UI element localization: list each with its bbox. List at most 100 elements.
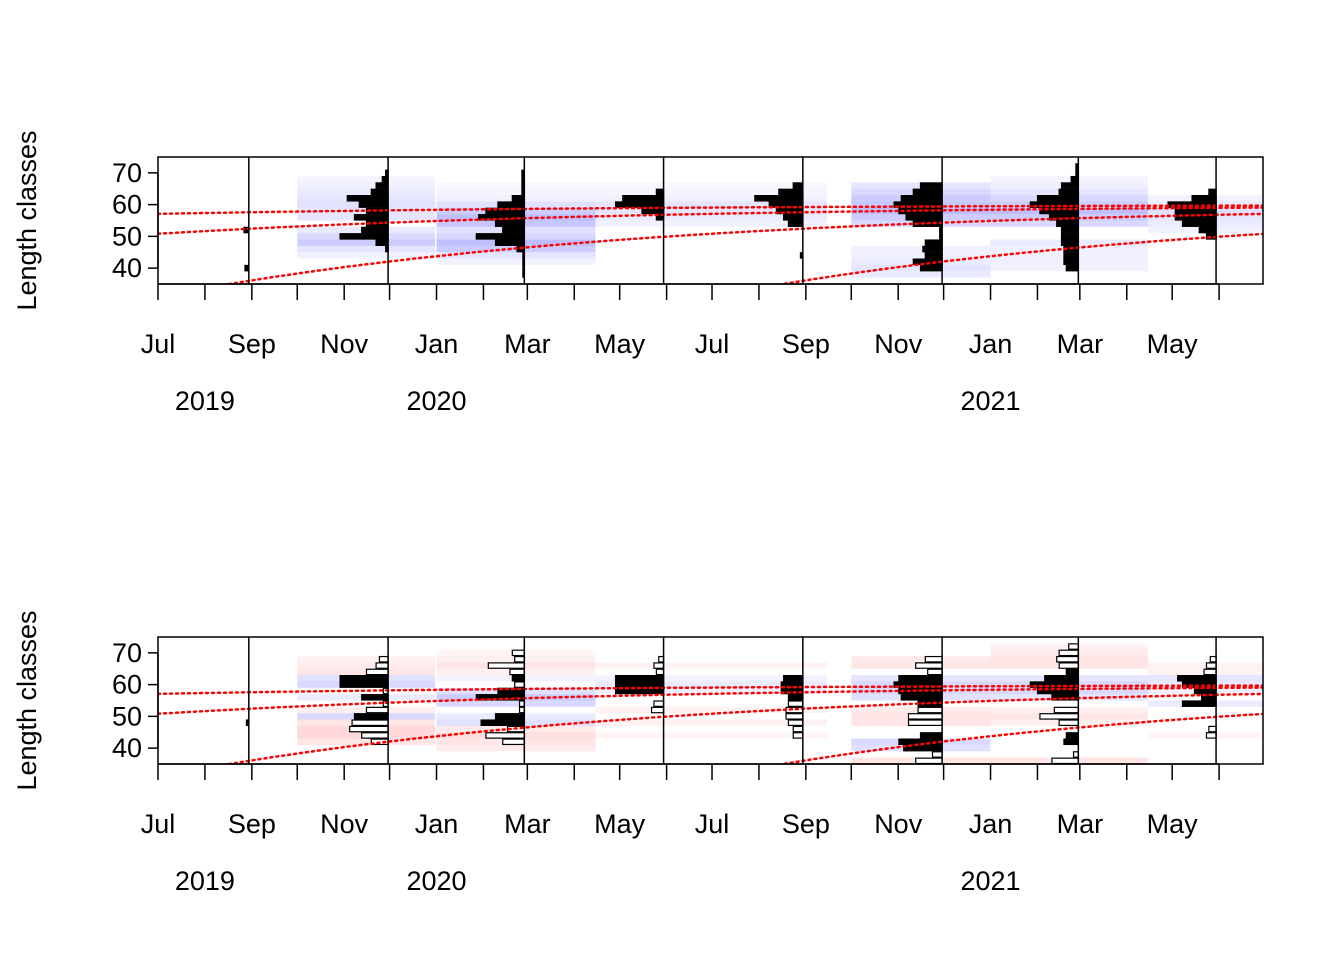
histogram-bar [1065,732,1079,739]
histogram-bar [353,713,389,720]
histogram-bar [614,201,665,208]
histogram-bar [375,662,389,669]
histogram-bar [511,649,525,657]
shade-cell [436,744,596,752]
x-year-label: 2019 [175,386,235,416]
shade-cell [595,732,828,739]
histogram-bar [358,201,389,208]
histogram-bar [1065,264,1079,272]
histogram-bar [494,713,525,720]
histogram-bar [378,655,389,663]
shade-cell [297,188,436,196]
histogram-bar [361,226,389,234]
histogram-bar [1056,220,1079,227]
y-tick-label: 70 [112,638,142,668]
histogram-bar [514,655,525,663]
x-month-label: May [1147,329,1199,359]
histogram-bar [365,668,389,676]
histogram-bar [375,182,389,189]
histogram-bar [1209,655,1217,663]
histogram-bar [1205,732,1217,739]
shade-cell [595,201,828,208]
y-axis-title: Length classes [12,610,42,790]
histogram-bar [1205,662,1217,669]
histogram-bar [653,700,665,707]
histogram-bar [787,719,804,726]
histogram-bar [907,719,943,726]
histogram-bar [900,694,943,701]
x-month-label: Jan [415,809,459,839]
histogram-bar [1198,226,1217,234]
histogram-bar [487,662,525,669]
shade-cell [436,700,596,707]
histogram-bar [494,220,525,227]
x-month-label: Sep [228,809,276,839]
x-month-label: May [594,809,646,839]
histogram-bar [614,674,665,682]
x-month-label: Sep [782,329,830,359]
shade-cell [595,188,828,196]
histogram-bar [475,233,525,240]
shade-cell [1147,732,1263,739]
histogram-bar [339,681,389,688]
histogram-bar [1065,668,1079,676]
histogram-bar [1036,195,1079,202]
histogram-bar [924,655,943,663]
histogram-bar [1181,220,1217,227]
x-month-label: Nov [320,329,369,359]
histogram-bar [480,719,525,726]
shade-cell [297,738,436,745]
histogram-bar [485,732,525,739]
shade-cell [297,662,436,669]
histogram-bar [919,264,943,272]
x-month-label: Nov [874,329,923,359]
histogram-bar [1058,719,1079,726]
y-tick-label: 40 [112,733,142,763]
shade-cell [595,687,828,695]
histogram-bar [785,706,804,714]
shade-cell [595,681,828,688]
histogram-bar [1063,258,1079,266]
x-month-label: Jan [969,329,1013,359]
histogram-bar [502,226,525,234]
histogram-bar [1044,674,1079,682]
histogram-bar [927,668,943,676]
shade-cell [851,656,991,663]
histogram-bar [785,713,804,720]
shade-cell [851,245,991,253]
shade-cell [297,182,436,189]
histogram-bar [792,732,804,739]
x-month-label: Mar [1057,329,1104,359]
histogram-bar [912,188,943,196]
histogram-bar [614,681,665,688]
histogram-bar [924,252,943,259]
histogram-bar [494,239,525,247]
histogram-bar [924,239,943,247]
histogram-bar [1060,182,1079,189]
x-month-label: Jan [969,809,1013,839]
histogram-bar [339,233,389,240]
x-month-label: Jan [415,329,459,359]
x-month-label: Jul [695,809,730,839]
shade-cell [595,706,828,714]
histogram-bar [792,182,804,189]
histogram-bar [511,195,525,202]
histogram-bar [917,706,943,714]
x-year-label: 2021 [960,866,1020,896]
histogram-bar [931,751,943,758]
histogram-bar [1208,725,1217,733]
x-month-label: Jul [695,329,730,359]
y-tick-label: 60 [112,670,142,700]
histogram-bar [502,738,525,746]
histogram-bar [365,706,389,714]
histogram-bar [1058,662,1079,669]
y-tick-label: 60 [112,190,142,220]
growth-curve [775,232,1263,284]
x-year-label: 2020 [406,386,466,416]
histogram-bar [915,757,943,764]
histogram-bar [922,245,943,253]
histogram-bar [1063,252,1079,259]
histogram-bar [1056,655,1079,663]
x-month-label: May [594,329,646,359]
